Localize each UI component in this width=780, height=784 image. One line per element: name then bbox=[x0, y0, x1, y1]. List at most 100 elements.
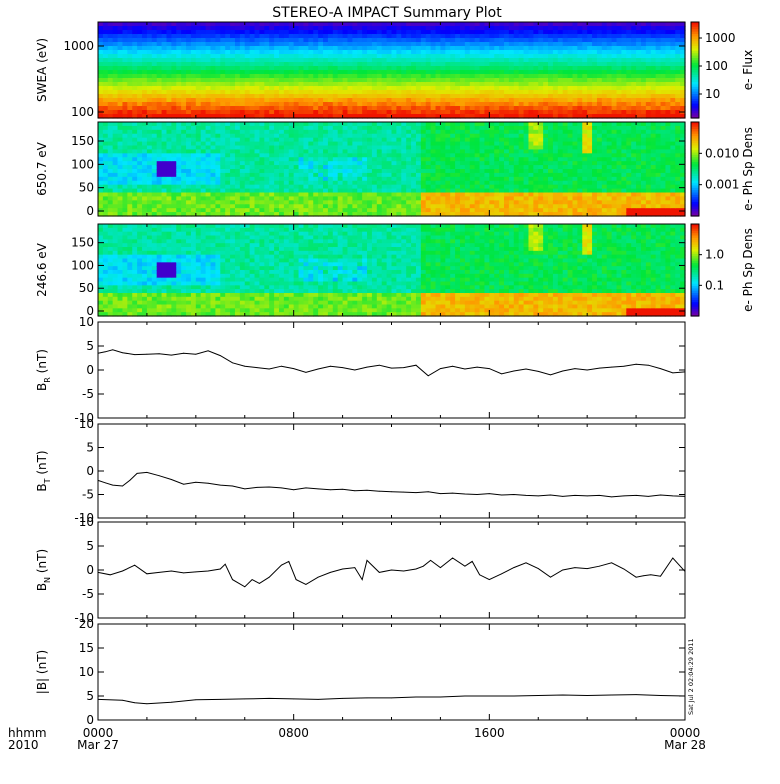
pad650-cell bbox=[465, 134, 470, 139]
pad650-cell bbox=[284, 138, 289, 143]
swea-cell bbox=[250, 86, 255, 91]
swea-cell bbox=[186, 86, 191, 91]
pad650-cell bbox=[372, 189, 377, 194]
swea-cell bbox=[230, 22, 235, 27]
swea-cell bbox=[250, 50, 255, 55]
pad650-cell bbox=[416, 177, 421, 182]
pad650-cell bbox=[108, 146, 113, 151]
swea-cell bbox=[548, 50, 553, 55]
pad650-cell bbox=[367, 157, 372, 162]
swea-cell bbox=[240, 110, 245, 115]
pad650-cell bbox=[152, 138, 157, 143]
swea-cell bbox=[577, 34, 582, 39]
swea-cell bbox=[196, 94, 201, 99]
pad650-cell bbox=[445, 157, 450, 162]
pad650-cell bbox=[279, 189, 284, 194]
swea-cell bbox=[343, 106, 348, 111]
swea-cell bbox=[617, 50, 622, 55]
swea-cell bbox=[641, 86, 646, 91]
swea-cell bbox=[269, 38, 274, 43]
pad650-cell bbox=[264, 157, 269, 162]
pad650-cell bbox=[362, 177, 367, 182]
pad650-cell bbox=[406, 138, 411, 143]
pad650-cell bbox=[450, 165, 455, 170]
swea-cell bbox=[465, 22, 470, 27]
swea-cell bbox=[103, 26, 108, 31]
swea-cell bbox=[592, 62, 597, 67]
pad650-cell bbox=[98, 130, 103, 135]
swea-cell bbox=[176, 30, 181, 35]
swea-cell bbox=[132, 38, 137, 43]
pad650-cell bbox=[269, 181, 274, 186]
swea-cell bbox=[196, 102, 201, 107]
pad650-cell bbox=[255, 200, 260, 205]
swea-cell bbox=[367, 110, 372, 115]
swea-cell bbox=[450, 74, 455, 79]
swea-cell bbox=[597, 34, 602, 39]
swea-cell bbox=[259, 94, 264, 99]
swea-cell bbox=[127, 74, 132, 79]
pad650-cell bbox=[396, 189, 401, 194]
swea-cell bbox=[587, 106, 592, 111]
swea-cell bbox=[558, 54, 563, 59]
swea-cell bbox=[382, 42, 387, 47]
swea-cell bbox=[577, 82, 582, 87]
pad650-cell bbox=[406, 185, 411, 190]
swea-cell bbox=[333, 54, 338, 59]
pad650-cell bbox=[421, 130, 426, 135]
pad650-cell bbox=[230, 173, 235, 178]
pad650-cell bbox=[294, 204, 299, 209]
pad650-cell bbox=[162, 130, 167, 135]
swea-cell bbox=[607, 66, 612, 71]
pad650-cell bbox=[98, 122, 103, 127]
swea-cell bbox=[543, 106, 548, 111]
swea-cell bbox=[113, 38, 118, 43]
swea-cell bbox=[538, 26, 543, 31]
swea-cell bbox=[577, 42, 582, 47]
pad650-cell bbox=[289, 169, 294, 174]
swea-cell bbox=[299, 66, 304, 71]
pad650-cell bbox=[323, 146, 328, 151]
swea-cell bbox=[387, 66, 392, 71]
swea-cell bbox=[675, 46, 680, 51]
swea-cell bbox=[137, 78, 142, 83]
swea-cell bbox=[436, 74, 441, 79]
pad650-cell bbox=[176, 153, 181, 158]
swea-cell bbox=[445, 38, 450, 43]
swea-cell bbox=[259, 98, 264, 103]
pad650-cell bbox=[289, 153, 294, 158]
pad650-cell bbox=[494, 149, 499, 154]
swea-cell bbox=[289, 58, 294, 63]
pad650-cell bbox=[186, 169, 191, 174]
swea-cell bbox=[250, 58, 255, 63]
pad650-cell bbox=[401, 196, 406, 201]
swea-cell bbox=[568, 98, 573, 103]
swea-cell bbox=[245, 62, 250, 67]
swea-cell bbox=[157, 70, 162, 75]
swea-cell bbox=[186, 74, 191, 79]
pad650-cell bbox=[176, 193, 181, 198]
swea-cell bbox=[347, 62, 352, 67]
pad650-cell bbox=[147, 169, 152, 174]
swea-cell bbox=[440, 46, 445, 51]
swea-cell bbox=[264, 70, 269, 75]
swea-cell bbox=[431, 66, 436, 71]
swea-cell bbox=[347, 50, 352, 55]
pad650-cell bbox=[421, 189, 426, 194]
swea-cell bbox=[352, 110, 357, 115]
pad650-cell bbox=[362, 204, 367, 209]
swea-cell bbox=[548, 30, 553, 35]
pad650-cell bbox=[220, 161, 225, 166]
swea-cell bbox=[181, 90, 186, 95]
pad650-cell bbox=[137, 173, 142, 178]
pad650-cell bbox=[162, 122, 167, 127]
pad650-cell bbox=[509, 161, 514, 166]
pad650-cell bbox=[421, 196, 426, 201]
pad650-cell bbox=[494, 200, 499, 205]
swea-cell bbox=[308, 50, 313, 55]
pad650-cell bbox=[250, 149, 255, 154]
swea-cell bbox=[308, 94, 313, 99]
pad650-cell bbox=[294, 189, 299, 194]
swea-cell bbox=[509, 42, 514, 47]
swea-cell bbox=[264, 58, 269, 63]
